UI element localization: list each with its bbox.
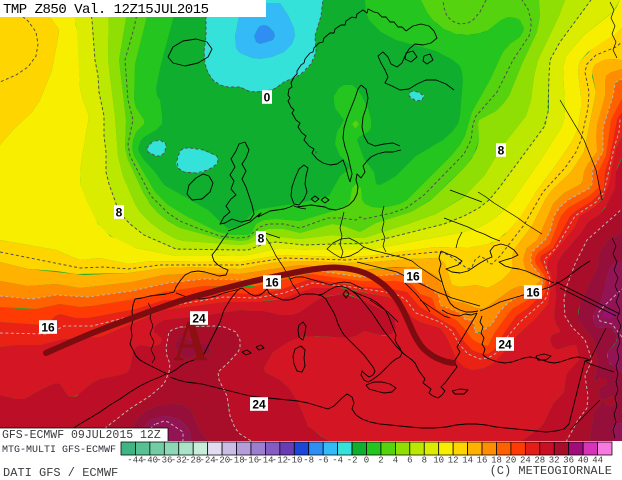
svg-text:-24: -24 xyxy=(199,456,215,466)
svg-text:-2: -2 xyxy=(347,456,358,466)
svg-text:4: 4 xyxy=(393,456,398,466)
svg-text:-10: -10 xyxy=(286,456,302,466)
svg-text:16: 16 xyxy=(406,269,420,283)
svg-text:44: 44 xyxy=(592,456,603,466)
svg-text:0: 0 xyxy=(264,90,271,104)
svg-text:16: 16 xyxy=(526,285,540,299)
svg-text:-20: -20 xyxy=(214,456,230,466)
svg-text:8: 8 xyxy=(116,205,123,219)
svg-text:(C) METEOGIORNALE: (C) METEOGIORNALE xyxy=(490,464,612,478)
svg-text:10: 10 xyxy=(433,456,444,466)
svg-text:14: 14 xyxy=(462,456,473,466)
svg-text:DATI GFS / ECMWF: DATI GFS / ECMWF xyxy=(3,466,118,480)
svg-text:12: 12 xyxy=(448,456,459,466)
svg-text:-8: -8 xyxy=(303,456,314,466)
svg-text:24: 24 xyxy=(520,456,531,466)
svg-text:6: 6 xyxy=(407,456,412,466)
svg-text:24: 24 xyxy=(192,311,206,325)
svg-text:8: 8 xyxy=(422,456,427,466)
svg-text:-14: -14 xyxy=(257,456,273,466)
svg-text:-40: -40 xyxy=(142,456,158,466)
svg-text:8: 8 xyxy=(498,143,505,157)
svg-text:0: 0 xyxy=(364,456,369,466)
svg-text:GFS-ECMWF 09JUL2015 12Z: GFS-ECMWF 09JUL2015 12Z xyxy=(2,429,161,442)
svg-text:-36: -36 xyxy=(156,456,172,466)
svg-text:-4: -4 xyxy=(332,456,343,466)
svg-text:36: 36 xyxy=(563,456,574,466)
svg-text:32: 32 xyxy=(549,456,560,466)
svg-text:-44: -44 xyxy=(127,456,143,466)
svg-text:8: 8 xyxy=(258,231,265,245)
svg-text:16: 16 xyxy=(41,320,55,334)
svg-text:-18: -18 xyxy=(228,456,244,466)
svg-text:-32: -32 xyxy=(171,456,187,466)
svg-text:TMP Z850 Val. 12Z15JUL2015: TMP Z850 Val. 12Z15JUL2015 xyxy=(3,2,209,18)
svg-text:40: 40 xyxy=(578,456,589,466)
svg-text:-28: -28 xyxy=(185,456,201,466)
svg-text:28: 28 xyxy=(534,456,545,466)
svg-text:-12: -12 xyxy=(272,456,288,466)
svg-text:20: 20 xyxy=(505,456,516,466)
svg-text:24: 24 xyxy=(252,397,266,411)
svg-text:MTG-MULTI GFS-ECMWF: MTG-MULTI GFS-ECMWF xyxy=(2,445,116,456)
svg-text:16: 16 xyxy=(477,456,488,466)
svg-text:-16: -16 xyxy=(243,456,259,466)
svg-text:16: 16 xyxy=(265,275,279,289)
svg-text:-6: -6 xyxy=(318,456,329,466)
svg-text:2: 2 xyxy=(378,456,383,466)
svg-text:18: 18 xyxy=(491,456,502,466)
svg-text:24: 24 xyxy=(498,337,512,351)
